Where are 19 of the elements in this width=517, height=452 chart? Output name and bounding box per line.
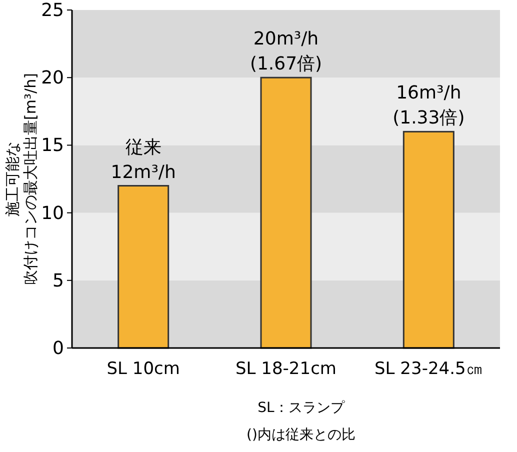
annotation: 従来 12m³/h: [110, 136, 176, 183]
y-tick-label: 5: [52, 270, 64, 292]
annotation: 16m³/h (1.33倍): [392, 82, 465, 129]
y-tick-label: 25: [41, 0, 64, 21]
text: 施工可能な: [3, 142, 22, 216]
x-tick-label: SL 10cm: [106, 359, 180, 379]
text: 吹付けコンの最大吐出量[m³/h]: [21, 73, 40, 285]
y-tick-label: 0: [52, 338, 64, 359]
y-tick-label: 15: [41, 135, 64, 156]
bar: [118, 185, 170, 349]
text: SL：スランプ: [258, 400, 346, 416]
annotation: 20m³/h (1.67倍): [250, 28, 322, 75]
bar: [260, 76, 312, 349]
y-tick-label: 20: [41, 68, 64, 89]
bar: [402, 130, 454, 349]
y-tick-label: 10: [41, 202, 64, 224]
x-tick-label: SL 18-21cm: [236, 359, 336, 379]
x-tick-label: SL 23-24.5㎝: [374, 359, 483, 379]
text: ()内は従来との比: [246, 427, 356, 443]
